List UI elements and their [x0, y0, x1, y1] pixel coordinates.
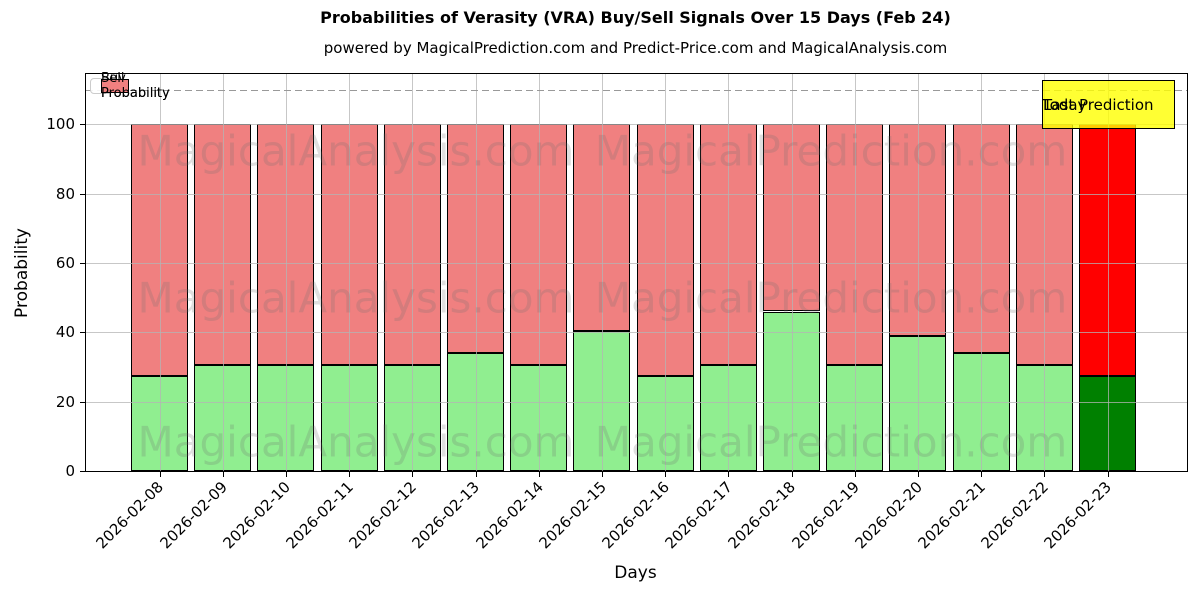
x-tick-label: 2026-02-15	[535, 478, 610, 553]
x-tick-label: 2026-02-08	[92, 478, 168, 553]
y-tick-label: 0	[65, 462, 75, 480]
today-annotation-box: Today Last Prediction	[1042, 80, 1175, 129]
y-tick-label: 40	[55, 323, 75, 342]
x-tick-label: 2026-02-11	[282, 478, 357, 553]
x-gridline	[854, 74, 856, 471]
y-gridline	[86, 193, 1187, 195]
x-gridline	[601, 74, 603, 471]
x-tick-mark	[285, 471, 288, 477]
legend-label-sell: Sell Probability	[101, 71, 170, 101]
y-tick-label: 80	[55, 184, 75, 203]
sell-probability-swatch	[101, 79, 129, 93]
x-tick-label: 2026-02-09	[156, 478, 231, 553]
x-tick-mark	[601, 471, 604, 477]
y-tick-mark	[80, 332, 86, 334]
today-annotation-line1: Today	[1043, 95, 1087, 114]
y-gridline	[86, 332, 1187, 334]
x-tick-label: 2026-02-12	[345, 478, 421, 553]
y-gridline	[86, 124, 1187, 126]
x-tick-mark	[854, 471, 856, 477]
x-gridline	[159, 74, 161, 471]
x-axis-label: Days	[614, 563, 657, 583]
x-tick-label: 2026-02-10	[219, 478, 294, 553]
x-gridline	[728, 74, 730, 471]
x-tick-label: 2026-02-14	[472, 478, 547, 553]
x-tick-mark	[159, 471, 161, 477]
x-gridline	[475, 74, 477, 471]
x-tick-label: 2026-02-19	[788, 478, 863, 553]
x-gridline	[791, 74, 793, 471]
x-tick-mark	[349, 471, 351, 477]
x-gridline	[538, 74, 540, 471]
x-gridline	[917, 74, 919, 471]
chart-title: Probabilities of Verasity (VRA) Buy/Sell…	[320, 8, 951, 27]
x-gridline	[285, 74, 287, 471]
x-tick-mark	[538, 471, 540, 477]
legend: Buy Probability Sell Probability	[90, 71, 170, 101]
y-tick-mark	[80, 263, 86, 265]
threshold-dashed-line	[86, 89, 1187, 92]
x-tick-mark	[412, 471, 414, 477]
y-gridline	[86, 401, 1187, 403]
chart-subtitle: powered by MagicalPrediction.com and Pre…	[323, 39, 948, 57]
y-tick-label: 20	[55, 392, 75, 411]
x-tick-label: 2026-02-21	[914, 478, 989, 553]
x-tick-label: 2026-02-18	[724, 478, 800, 553]
y-gridline	[86, 263, 1187, 264]
y-tick-mark	[80, 124, 86, 126]
x-tick-mark	[981, 471, 983, 477]
x-gridline	[412, 74, 414, 471]
x-gridline	[349, 74, 351, 471]
x-tick-mark	[728, 471, 730, 477]
plot-area: Buy Probability Sell Probability Today L…	[46, 71, 1188, 552]
x-tick-mark	[665, 471, 667, 477]
y-tick-label: 60	[55, 254, 75, 272]
today-annotation-line2: Last Prediction	[1043, 95, 1154, 114]
x-gridline	[981, 74, 983, 471]
x-tick-label: 2026-02-22	[977, 478, 1053, 553]
x-tick-label: 2026-02-20	[851, 478, 926, 553]
x-tick-mark	[1107, 471, 1109, 477]
x-gridline	[665, 74, 667, 471]
x-tick-mark	[1044, 471, 1046, 477]
x-tick-mark	[222, 471, 224, 477]
y-tick-mark	[80, 471, 86, 473]
x-tick-mark	[475, 471, 477, 477]
y-axis-label: Probability	[12, 228, 32, 318]
y-tick-mark	[80, 193, 86, 195]
x-tick-mark	[917, 471, 920, 477]
x-tick-label: 2026-02-16	[598, 478, 673, 553]
x-gridline	[222, 74, 224, 471]
x-tick-label: 2026-02-23	[1040, 478, 1116, 553]
x-gridline	[1044, 74, 1046, 471]
y-tick-mark	[80, 401, 86, 403]
x-gridline	[1107, 74, 1109, 471]
x-tick-label: 2026-02-13	[408, 478, 484, 553]
x-tick-mark	[791, 471, 793, 477]
x-tick-label: 2026-02-17	[661, 478, 737, 553]
y-tick-label: 100	[46, 115, 75, 134]
